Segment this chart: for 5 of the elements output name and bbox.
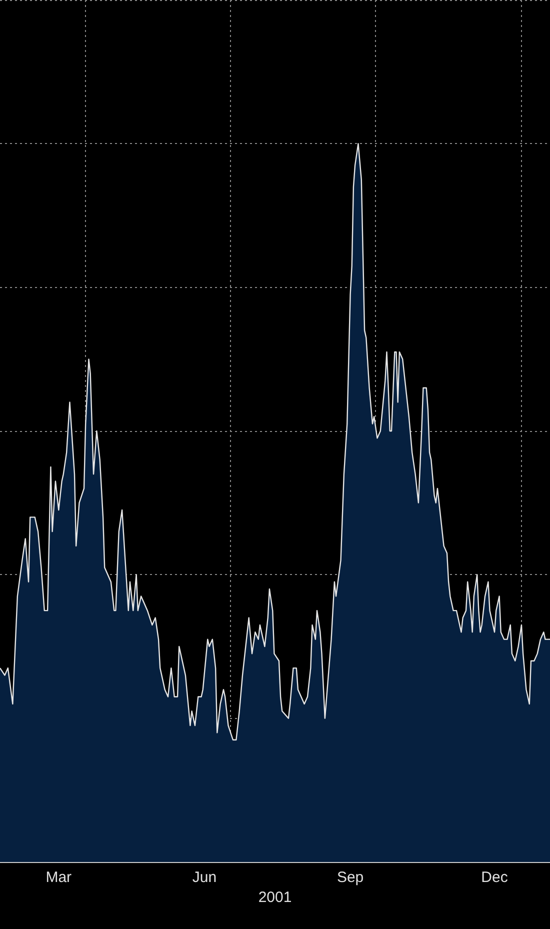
x-tick-label: Mar [46,869,72,886]
x-tick-label: Jun [192,869,217,886]
x-axis-title: 2001 [258,888,292,906]
x-tick-label: Dec [481,869,508,886]
x-tick-label: Sep [336,869,364,886]
